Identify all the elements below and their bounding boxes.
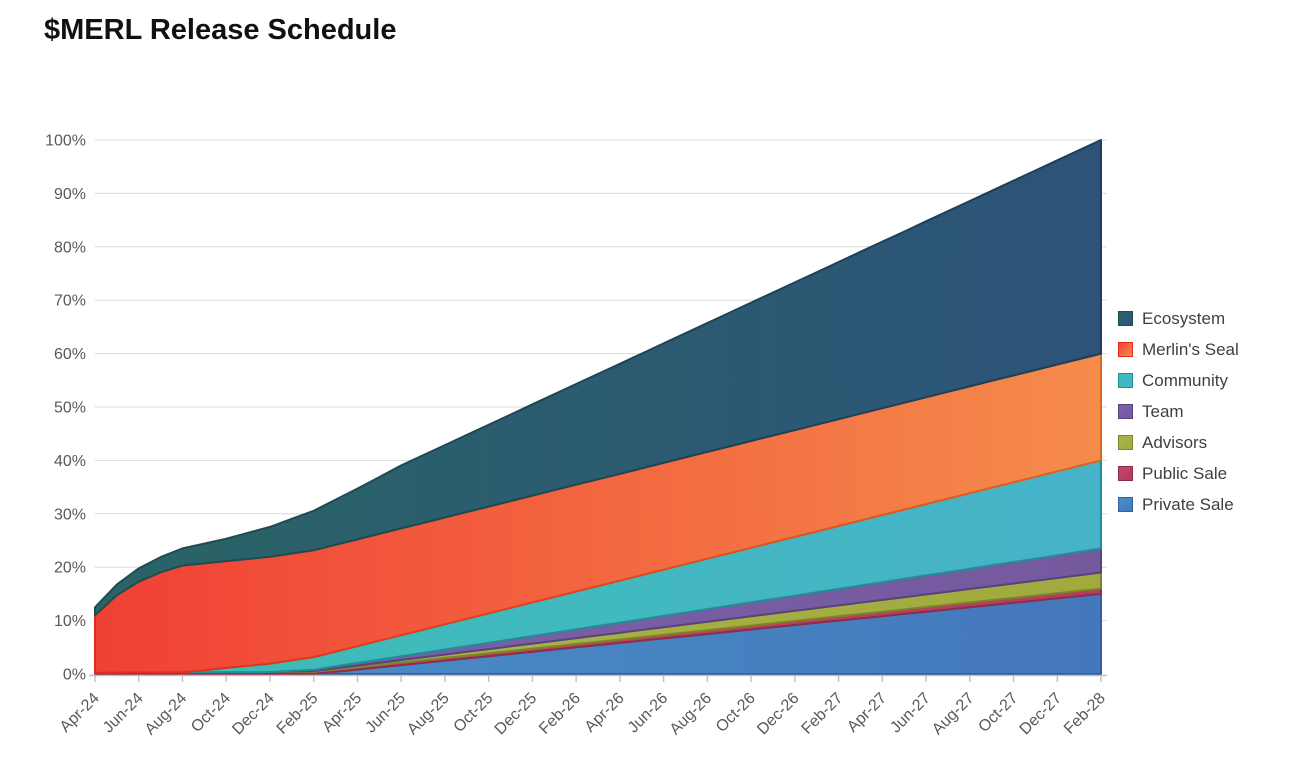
x-axis-label: Apr-24 xyxy=(57,690,103,736)
x-axis-label: Jun-26 xyxy=(625,690,672,737)
x-axis-label: Apr-25 xyxy=(319,690,365,736)
y-axis-label: 30% xyxy=(54,506,86,523)
legend-color-swatch-icon xyxy=(1118,373,1133,388)
legend-color-swatch-icon xyxy=(1118,311,1133,326)
y-axis-label: 10% xyxy=(54,613,86,630)
x-axis-label: Feb-27 xyxy=(799,690,847,738)
legend-item-ecosystem: Ecosystem xyxy=(1118,303,1239,334)
legend-color-swatch-icon xyxy=(1118,466,1133,481)
legend-item-advisors: Advisors xyxy=(1118,427,1239,458)
x-axis-label: Dec-27 xyxy=(1017,690,1066,739)
legend-item-merlin-s-seal: Merlin's Seal xyxy=(1118,334,1239,365)
legend-item-community: Community xyxy=(1118,365,1239,396)
legend-label: Public Sale xyxy=(1142,463,1228,483)
x-axis-label: Feb-25 xyxy=(274,690,322,738)
x-axis-label: Dec-26 xyxy=(754,690,803,739)
legend-item-team: Team xyxy=(1118,396,1239,427)
x-axis-label: Apr-26 xyxy=(582,690,628,736)
legend-label: Private Sale xyxy=(1142,494,1234,514)
y-axis-label: 60% xyxy=(54,346,86,363)
x-axis-label: Aug-27 xyxy=(929,690,978,739)
legend-color-swatch-icon xyxy=(1118,342,1133,357)
x-axis-label: Oct-26 xyxy=(713,690,759,736)
chart-title: $MERL Release Schedule xyxy=(44,14,397,46)
x-axis-label: Oct-25 xyxy=(451,690,497,736)
y-axis-label: 100% xyxy=(45,133,86,150)
x-axis-label: Aug-26 xyxy=(667,690,716,739)
x-axis-label: Oct-27 xyxy=(975,690,1021,736)
x-axis-label: Dec-24 xyxy=(229,690,278,739)
legend-label: Community xyxy=(1142,370,1228,390)
y-axis-label: 20% xyxy=(54,560,86,577)
x-axis-label: Dec-25 xyxy=(492,690,541,739)
legend-label: Advisors xyxy=(1142,432,1208,452)
legend-color-swatch-icon xyxy=(1118,404,1133,419)
y-axis-label: 40% xyxy=(54,453,86,470)
legend-label: Team xyxy=(1142,401,1184,421)
x-axis-label: Aug-24 xyxy=(142,690,191,739)
x-axis-label: Jun-27 xyxy=(887,690,934,737)
chart-legend: Ecosystem Merlin's Seal Community Team Advis… xyxy=(1118,303,1239,520)
x-axis-label: Apr-27 xyxy=(844,690,890,736)
legend-item-private-sale: Private Sale xyxy=(1118,489,1239,520)
legend-label: Ecosystem xyxy=(1142,308,1226,328)
x-axis-label: Jun-25 xyxy=(362,690,409,737)
legend-label: Merlin's Seal xyxy=(1142,339,1239,359)
y-axis-label: 70% xyxy=(54,293,86,310)
area-ecosystem xyxy=(94,139,1102,617)
x-axis-label: Feb-28 xyxy=(1061,690,1109,738)
x-axis-label: Oct-24 xyxy=(188,690,234,736)
legend-item-public-sale: Public Sale xyxy=(1118,458,1239,489)
x-axis-label: Aug-25 xyxy=(404,690,453,739)
legend-color-swatch-icon xyxy=(1118,435,1133,450)
legend-color-swatch-icon xyxy=(1118,497,1133,512)
y-axis-label: 90% xyxy=(54,186,86,203)
y-axis-label: 50% xyxy=(54,400,86,417)
y-axis-label: 0% xyxy=(63,667,86,684)
x-axis-label: Jun-24 xyxy=(100,690,147,737)
x-axis-label: Feb-26 xyxy=(536,690,584,738)
y-axis-label: 80% xyxy=(54,239,86,256)
